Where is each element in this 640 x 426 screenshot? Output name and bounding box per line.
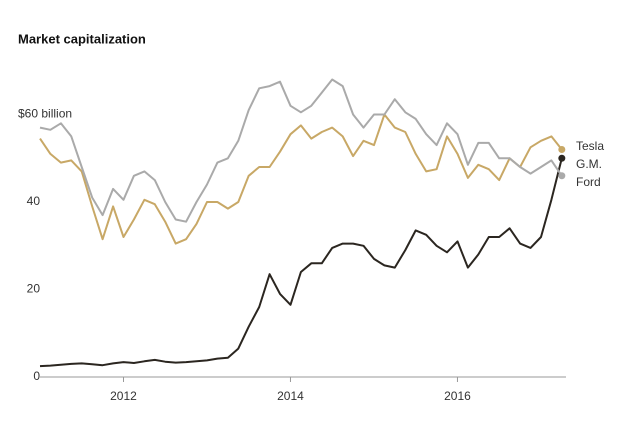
x-tick-label: 2014 [277,389,304,403]
series-line [39,158,563,368]
series-line [39,113,563,245]
x-tick-label: 2016 [444,389,471,403]
x-tick-label: 2012 [110,389,137,403]
series-line [39,78,563,223]
y-tick-label: $60 billion [18,107,72,121]
y-tick-label: 40 [27,194,41,208]
end-dot [558,146,566,153]
legend-label: G.M. [576,157,602,171]
end-dot [558,154,566,162]
legend-label: Tesla [576,139,604,153]
chart-title: Market capitalization [18,31,146,46]
y-tick-label: 0 [33,369,40,383]
y-tick-label: 20 [27,282,41,296]
end-dot [558,172,566,180]
legend-label: Ford [576,175,601,189]
